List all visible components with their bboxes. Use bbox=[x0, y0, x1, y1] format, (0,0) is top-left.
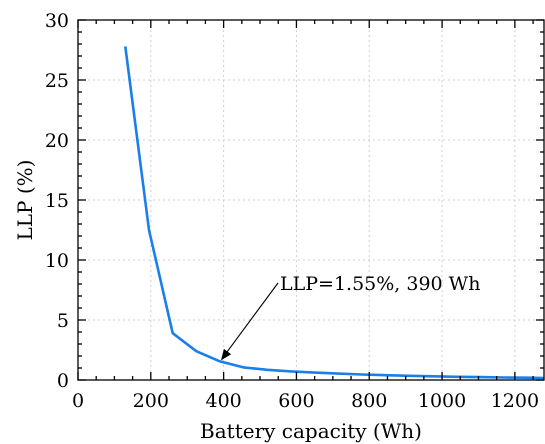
y-axis-label: LLP (%) bbox=[13, 160, 37, 241]
x-axis-label: Battery capacity (Wh) bbox=[200, 419, 422, 443]
y-tick-label: 15 bbox=[45, 190, 69, 212]
axes: 0 200 400 600 800 1000 1200 0 5 10 15 20 25 30 bbox=[45, 10, 545, 412]
x-tick-label: 200 bbox=[133, 390, 169, 412]
x-tick-label: 600 bbox=[278, 390, 314, 412]
y-tick-label: 30 bbox=[45, 10, 69, 32]
x-tick-label: 400 bbox=[205, 390, 241, 412]
x-tick-label: 0 bbox=[72, 390, 84, 412]
grid bbox=[78, 20, 544, 380]
annotation-arrowhead bbox=[221, 348, 232, 361]
annotation-arrow-line bbox=[222, 282, 279, 358]
x-tick-label: 800 bbox=[351, 390, 387, 412]
series-line bbox=[124, 46, 545, 380]
annotation: LLP=1.55%, 390 Wh bbox=[221, 273, 480, 361]
x-tick-label: 1000 bbox=[418, 390, 466, 412]
y-tick-label: 0 bbox=[57, 370, 69, 392]
series-layer bbox=[124, 46, 545, 380]
x-tick-label: 1200 bbox=[491, 390, 539, 412]
y-tick-label: 10 bbox=[45, 250, 69, 272]
y-tick-label: 25 bbox=[45, 70, 69, 92]
annotation-text: LLP=1.55%, 390 Wh bbox=[280, 273, 480, 295]
y-tick-label: 5 bbox=[57, 310, 69, 332]
y-tick-label: 20 bbox=[45, 130, 69, 152]
